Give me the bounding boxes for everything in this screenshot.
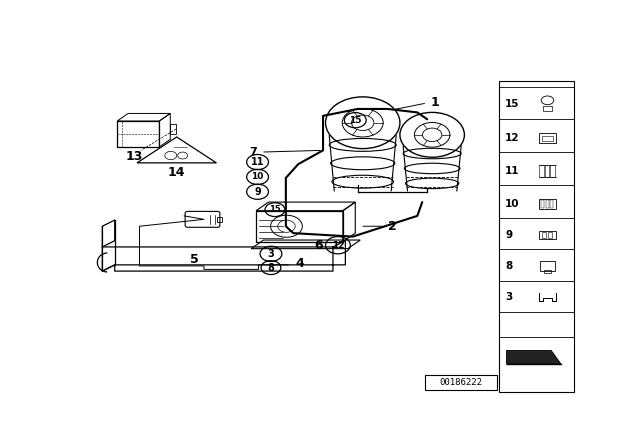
Text: 13: 13 (125, 150, 143, 163)
Text: 10: 10 (505, 199, 520, 209)
Text: 11: 11 (505, 166, 520, 176)
Text: 12: 12 (505, 133, 520, 143)
Bar (541, 200, 545, 207)
Text: 4: 4 (295, 257, 304, 270)
Text: 6: 6 (314, 239, 323, 252)
Bar (545, 165, 549, 177)
Bar (550, 200, 554, 207)
Polygon shape (507, 350, 561, 364)
Bar (538, 231, 556, 239)
Bar (542, 232, 546, 238)
Bar (542, 136, 553, 141)
Text: 9: 9 (254, 187, 261, 197)
Bar (538, 134, 556, 143)
Bar (218, 216, 222, 222)
Text: 9: 9 (505, 230, 512, 240)
Bar (548, 232, 552, 238)
Text: 10: 10 (252, 172, 264, 181)
Bar (425, 375, 497, 390)
Text: 8: 8 (505, 261, 513, 271)
Bar (538, 199, 556, 209)
Text: 7: 7 (250, 147, 257, 157)
Bar (499, 82, 573, 392)
Bar (550, 165, 555, 177)
Text: 15: 15 (505, 99, 520, 109)
Text: 1: 1 (430, 96, 439, 109)
Bar (543, 107, 552, 112)
Bar (544, 270, 551, 273)
Bar (540, 165, 544, 177)
Bar (546, 200, 549, 207)
Text: 12: 12 (332, 241, 344, 250)
Text: 15: 15 (349, 116, 362, 125)
Text: 3: 3 (268, 249, 275, 259)
Text: 3: 3 (505, 292, 513, 302)
Text: 2: 2 (388, 220, 397, 233)
Text: 00186222: 00186222 (439, 378, 482, 387)
Bar (540, 261, 555, 271)
Text: 5: 5 (189, 253, 198, 266)
Text: 15: 15 (269, 205, 281, 214)
Bar (170, 124, 176, 134)
Text: 14: 14 (168, 166, 186, 179)
Text: 8: 8 (268, 263, 275, 273)
Text: 11: 11 (251, 157, 264, 167)
